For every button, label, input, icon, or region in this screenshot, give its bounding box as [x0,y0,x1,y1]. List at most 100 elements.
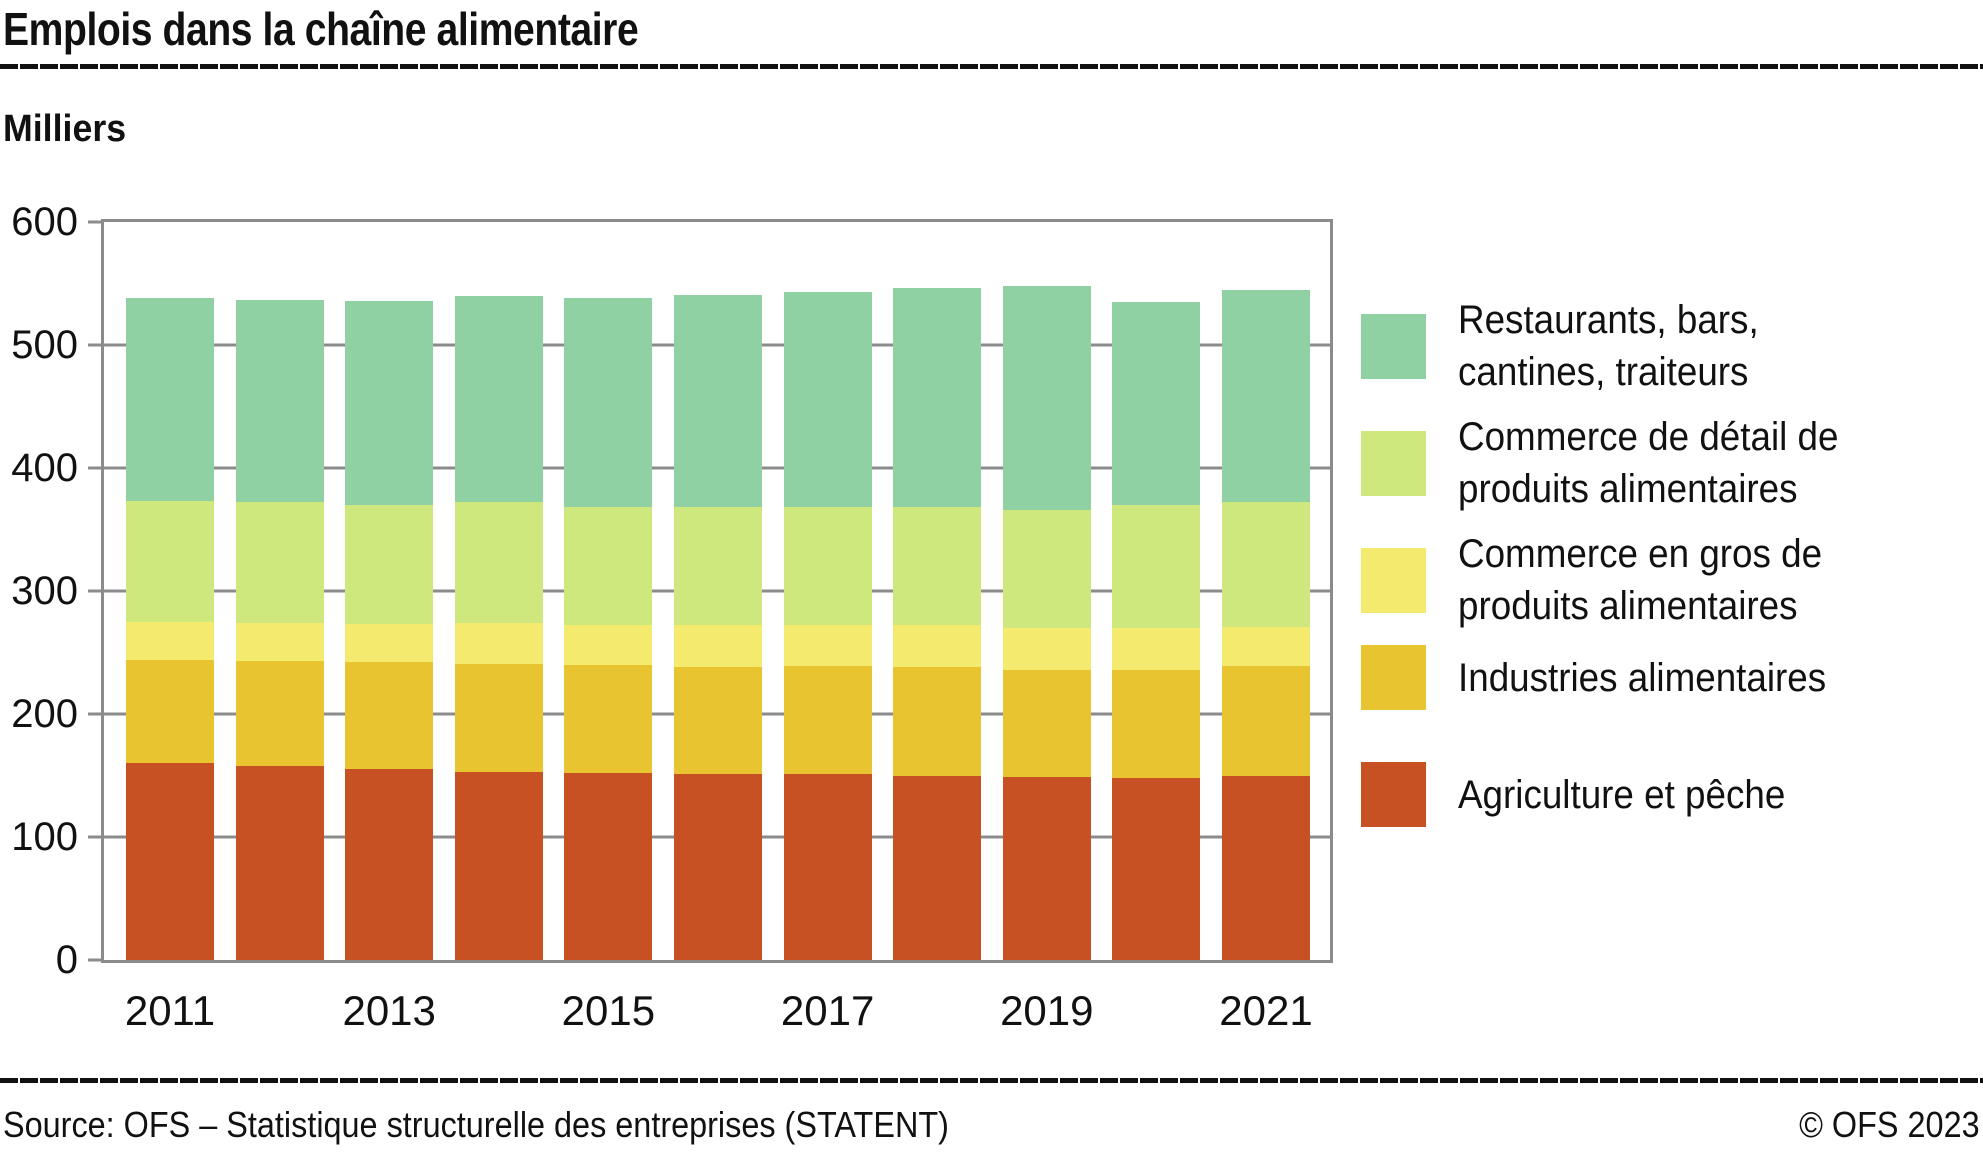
bar-segment [454,623,543,664]
bar-segment [893,667,982,776]
legend-label-line: Commerce de détail de [1458,415,1839,459]
bar-segment [345,624,434,663]
bar-segment [126,298,214,502]
bar-segment [674,507,762,626]
bar-segment [126,621,214,660]
legend-item-industries: Industries alimentaires [1361,645,1981,710]
legend-label-line: Industries alimentaires [1458,655,1827,700]
bar-segment [126,501,214,622]
bar-segment [235,623,324,662]
legend-label: Commerce en gros de produits alimentaire… [1458,528,1822,632]
legend-label-line: cantines, traiteurs [1458,350,1749,394]
legend-label: Industries alimentaires [1458,652,1826,704]
bar-segment [235,299,324,503]
bar-segment [126,763,214,960]
bar-segment [1002,509,1091,628]
page-title: Emplois dans la chaîne alimentaire [3,3,639,55]
legend-label-line: Restaurants, bars, [1458,298,1759,342]
legend-swatch-industries [1361,645,1426,710]
bar-segment [1112,504,1201,628]
legend-label: Commerce de détail de produits alimentai… [1458,411,1838,515]
y-axis-tick-0 [88,958,104,962]
y-axis-tick-600 [88,220,104,224]
bar-segment [454,663,543,772]
bar-2012 [235,299,324,960]
bar-segment [674,294,762,508]
y-axis-tick-label-400: 400 [11,446,78,490]
bar-segment [1002,669,1091,777]
bar-segment [893,625,982,668]
y-axis-tick-label-600: 600 [11,200,78,244]
legend-label: Agriculture et pêche [1458,769,1785,821]
bar-segment [1002,286,1091,510]
bar-segment [783,774,872,960]
bar-segment [564,625,653,665]
legend-swatch-restaurants [1361,313,1426,379]
bar-segment [454,502,543,624]
chart-legend: Restaurants, bars, cantines, traiteurs C… [1361,294,1981,827]
legend-label: Restaurants, bars, cantines, traiteurs [1458,294,1759,398]
bar-segment [235,765,324,960]
bar-segment [1222,502,1310,627]
bar-segment [345,769,434,960]
bar-2020 [1112,302,1201,960]
bar-segment [783,666,872,775]
bar-segment [454,771,543,960]
bar-segment [345,300,434,505]
y-axis-tick-100 [88,835,104,839]
bar-2014 [454,295,543,960]
bar-segment [1222,775,1310,960]
legend-label-line: Agriculture et pêche [1458,772,1786,817]
y-axis-tick-label-100: 100 [11,815,78,859]
copyright-text: © OFS 2023 [1799,1104,1980,1145]
x-axis-tick-label-2019: 2019 [1000,987,1094,1034]
bar-2011 [126,298,214,960]
y-axis-tick-400 [88,466,104,470]
plot-area: 0 100 200 300 400 500 600 2011 2013 2015 2017 2019 2… [11,202,1333,1032]
bar-segment [564,664,653,774]
bar-segment [454,295,543,503]
legend-swatch-commerce-detail [1361,430,1426,496]
legend-item-commerce-gros: Commerce en gros de produits alimentaire… [1361,528,1981,632]
legend-swatch-agriculture [1361,762,1426,827]
bar-segment [893,775,982,960]
bar-2016 [674,294,762,960]
bar-segment [345,662,434,770]
legend-item-agriculture: Agriculture et pêche [1361,762,1981,827]
x-axis-tick-label-2017: 2017 [780,987,875,1034]
bar-segment [783,507,872,626]
legend-label-line: Commerce en gros de [1458,532,1823,576]
y-axis-tick-label-500: 500 [11,323,78,367]
bar-2015 [564,298,653,960]
bar-segment [1222,666,1310,776]
bar-segment [783,292,872,508]
bar-segment [893,288,982,508]
bar-segment [345,504,434,625]
y-axis-tick-label-200: 200 [11,692,78,736]
bar-segment [235,502,324,623]
title-separator-line [0,64,1983,69]
bar-segment [564,773,653,960]
legend-item-commerce-detail: Commerce de détail de produits alimentai… [1361,411,1981,515]
bar-segment [1112,302,1201,505]
bar-segment [1222,289,1310,503]
bar-segment [1002,627,1091,670]
y-axis-tick-label-300: 300 [11,569,78,613]
bar-segment [1222,626,1310,667]
bar-segment [674,667,762,775]
y-axis-tick-200 [88,712,104,716]
legend-item-restaurants: Restaurants, bars, cantines, traiteurs [1361,294,1981,398]
bar-segment [674,625,762,668]
bar-segment [126,659,214,764]
bar-segment [893,507,982,626]
source-text: Source: OFS – Statistique structurelle d… [3,1104,949,1145]
bar-2019 [1002,286,1091,960]
bar-segment [564,507,653,626]
x-axis-tick-label-2013: 2013 [342,987,436,1034]
y-axis-tick-label-0: 0 [55,938,78,982]
bar-2013 [345,300,434,960]
y-axis-tick-300 [88,589,104,593]
bar-segment [564,298,653,508]
footer-separator-line [0,1078,1983,1083]
